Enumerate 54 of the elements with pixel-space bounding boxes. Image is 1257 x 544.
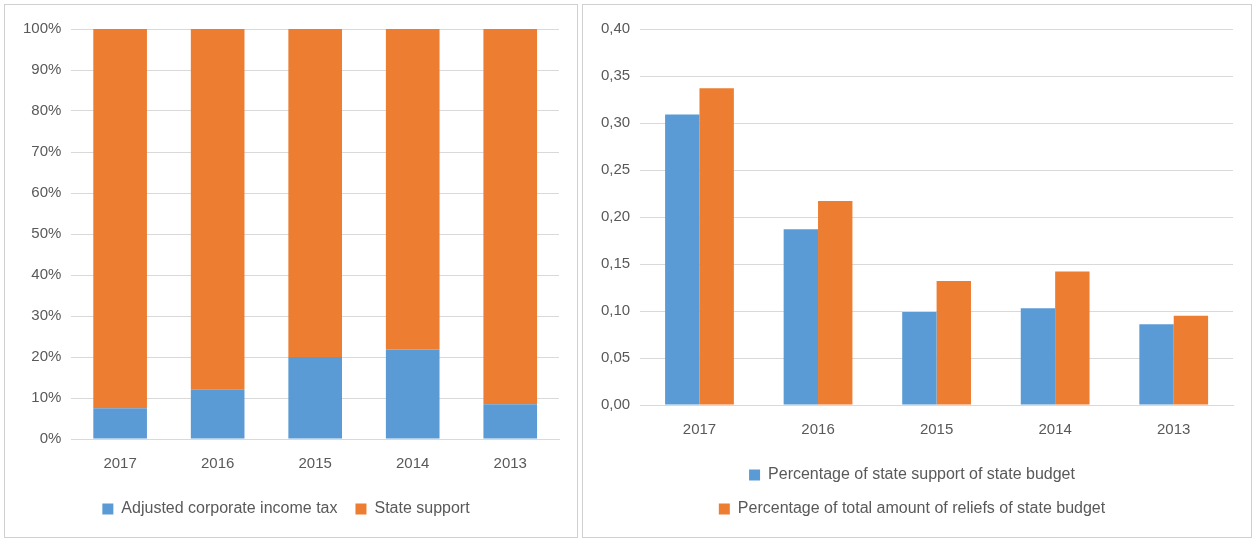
bar [1139, 324, 1174, 405]
x-tick-label: 2015 [919, 420, 954, 438]
legend-label: Adjusted corporate income tax [121, 499, 338, 517]
x-tick-label: 2017 [682, 420, 717, 438]
y-tick-label: 0,30 [600, 113, 631, 131]
bar [93, 408, 147, 439]
x-tick-label: 2014 [1038, 420, 1072, 438]
bar [1020, 308, 1056, 405]
y-tick-label: 100% [22, 19, 62, 37]
y-tick-label: 50% [31, 224, 62, 242]
y-tick-label: 0,40 [600, 19, 631, 37]
x-tick-label: 2016 [200, 454, 235, 472]
bar [902, 311, 937, 405]
x-tick-label: 2013 [1157, 420, 1191, 438]
y-tick-label: 0,10 [600, 301, 631, 319]
bar [1173, 315, 1209, 405]
bar [190, 389, 245, 439]
x-tick-label: 2015 [298, 454, 332, 472]
y-tick-label: 20% [31, 347, 62, 365]
y-tick-label: 10% [31, 388, 62, 406]
bar [190, 29, 245, 390]
bar [818, 201, 853, 405]
legend-label: Percentage of total amount of reliefs of state budget [737, 499, 1106, 517]
y-tick-label: 90% [31, 60, 62, 78]
y-tick-label: 70% [31, 142, 62, 160]
y-tick-label: 40% [31, 265, 62, 283]
y-tick-label: 0,00 [600, 395, 631, 413]
bar [665, 114, 700, 405]
bar [385, 29, 440, 350]
bar [385, 349, 440, 439]
x-tick-label: 2016 [801, 420, 835, 438]
y-tick-label: 30% [31, 306, 62, 324]
bar [783, 229, 819, 405]
y-tick-label: 0,25 [600, 160, 631, 178]
x-tick-label: 2013 [493, 454, 527, 472]
y-tick-label: 0,35 [600, 66, 631, 84]
y-tick-label: 0,05 [600, 348, 631, 366]
legend-label: Percentage of state support of state budget [768, 465, 1076, 483]
bar [936, 280, 971, 405]
bar [288, 357, 342, 439]
bar [288, 29, 342, 357]
y-tick-label: 0,15 [600, 254, 631, 272]
bar [1055, 271, 1090, 405]
y-tick-label: 60% [31, 183, 62, 201]
y-tick-label: 0,20 [600, 207, 631, 225]
bar [93, 29, 147, 409]
bar [483, 29, 538, 405]
y-tick-label: 80% [31, 101, 62, 119]
x-tick-label: 2017 [103, 454, 137, 472]
bar [699, 88, 734, 405]
x-tick-label: 2014 [396, 454, 430, 472]
legend-label: State support [374, 499, 471, 517]
bar [483, 404, 538, 439]
y-tick-label: 0% [39, 429, 62, 447]
